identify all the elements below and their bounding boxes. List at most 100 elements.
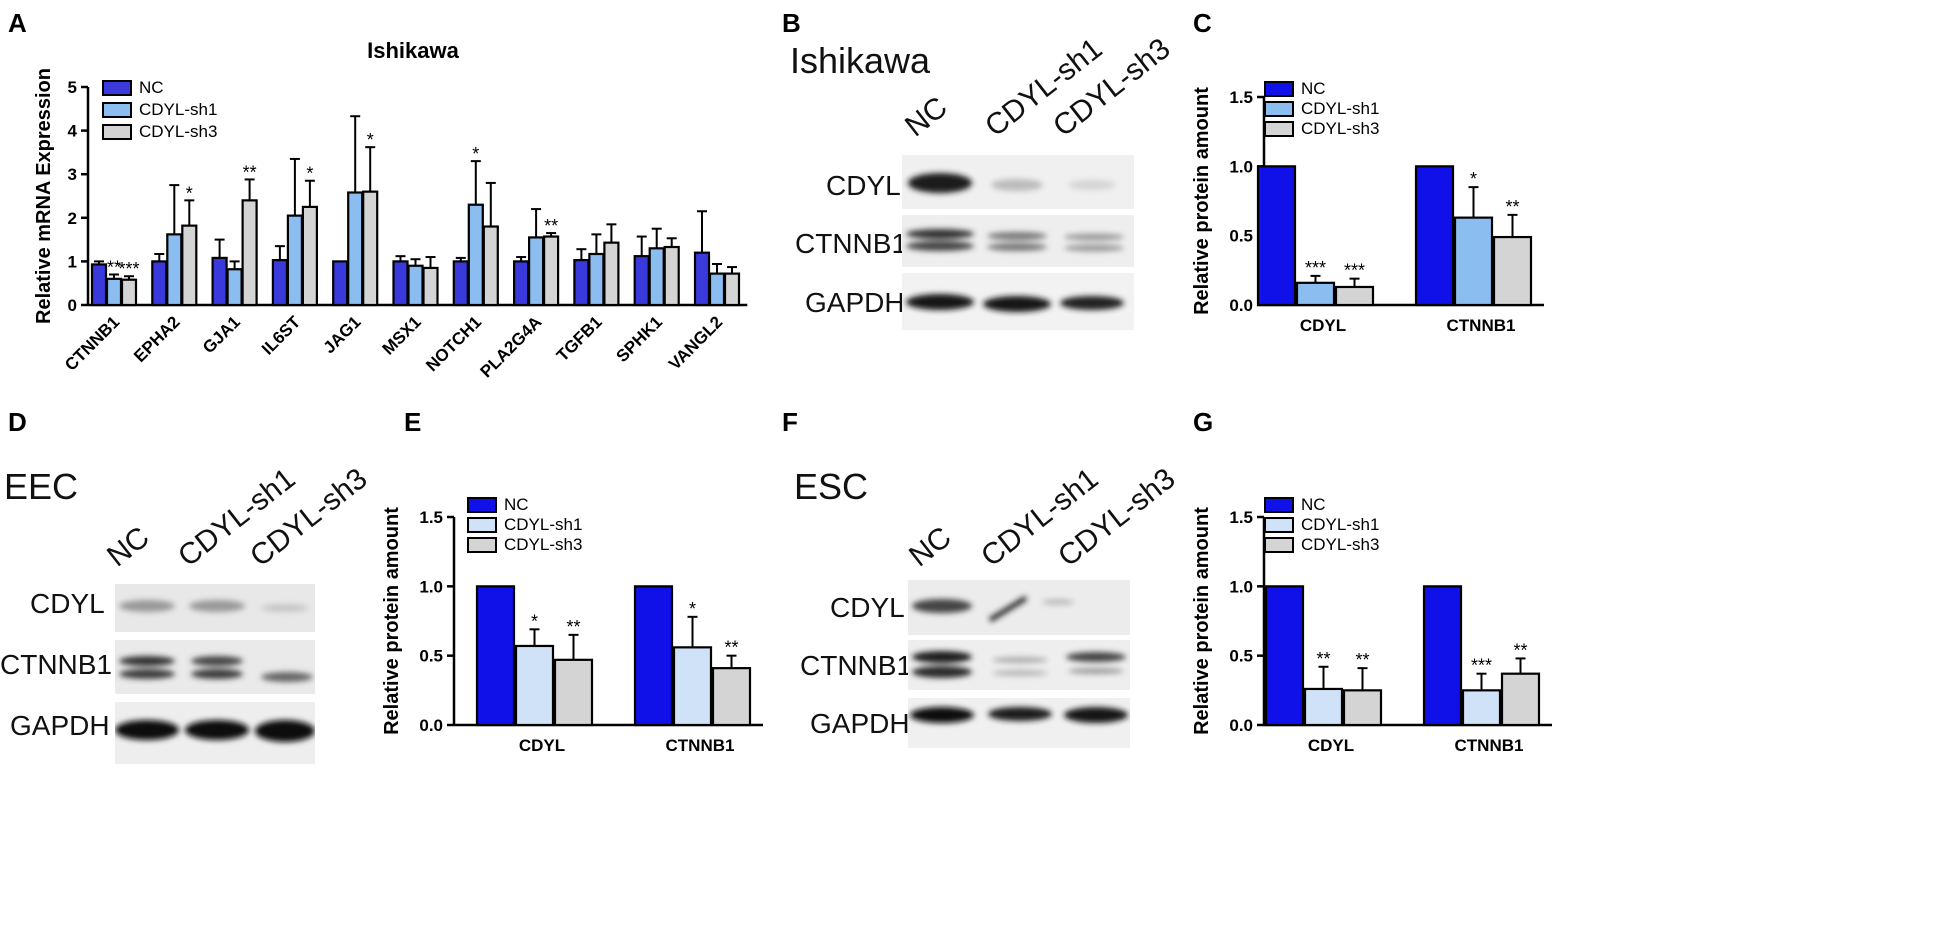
category-label: IL6ST [258, 312, 305, 359]
y-tick-label: 0.5 [1229, 227, 1253, 246]
legend-label: CDYL-sh1 [139, 100, 217, 119]
bar [422, 266, 439, 307]
y-axis-label: Relative protein amount [381, 507, 403, 735]
category-label: CDYL [1300, 316, 1346, 335]
blot-cell-name: EEC [4, 466, 79, 507]
blot-row-label-cdyl: CDYL [830, 592, 905, 623]
legend-label: CDYL-sh1 [504, 515, 582, 534]
significance-mark: * [689, 599, 696, 619]
bar [1500, 672, 1541, 727]
bar [1256, 165, 1297, 307]
panel-letter-c: C [1193, 8, 1212, 38]
legend-swatch [102, 102, 132, 118]
significance-mark: * [306, 164, 313, 184]
category-label: CDYL [519, 736, 565, 755]
legend-swatch [1264, 121, 1294, 137]
bar [1414, 165, 1455, 307]
y-axis-label: Relative protein amount [1191, 87, 1213, 315]
significance-mark: *** [1305, 258, 1326, 278]
significance-mark: ** [107, 257, 121, 277]
y-tick-label: 3 [68, 165, 77, 184]
bar [362, 190, 379, 307]
significance-mark: * [1470, 169, 1477, 189]
legend-swatch [467, 537, 497, 553]
category-label: CTNNB1 [1447, 316, 1516, 335]
significance-mark: ** [1513, 640, 1527, 660]
bar [166, 233, 183, 307]
bar [1422, 585, 1463, 727]
blot-cell-name: ESC [794, 466, 869, 507]
category-label: TGFB1 [553, 312, 606, 365]
legend-swatch [1264, 101, 1294, 117]
legend-label: NC [139, 78, 164, 97]
bar [1461, 689, 1502, 727]
bar [120, 278, 138, 307]
lane-label-nc: NC [903, 520, 958, 574]
bar [1303, 687, 1344, 727]
category-label: EPHA2 [130, 312, 184, 366]
bar [708, 272, 726, 307]
significance-mark: *** [118, 259, 139, 279]
blot-row-label-cdyl: CDYL [826, 170, 901, 201]
blot-row-label-ctnnb1: CTNNB1 [795, 228, 908, 259]
legend-swatch [467, 497, 497, 513]
bar [332, 260, 349, 307]
y-tick-label: 2 [68, 209, 77, 228]
bar [407, 264, 424, 307]
legend-label: CDYL-sh1 [1301, 515, 1379, 534]
legend-swatch [102, 124, 132, 140]
chart-title: Ishikawa [367, 38, 459, 63]
bar [512, 260, 530, 307]
y-axis-label: Relative protein amount [1191, 507, 1213, 735]
bar [211, 256, 228, 307]
y-tick-label: 0.5 [419, 647, 443, 666]
bar [301, 205, 318, 307]
significance-mark: * [472, 144, 479, 164]
significance-mark: ** [724, 638, 738, 658]
bar [527, 236, 545, 307]
blot-row-label-gapdh: GAPDH [805, 287, 905, 318]
bar [711, 667, 752, 727]
bar [151, 260, 168, 307]
panel-letter-d: D [8, 407, 27, 437]
panel-letter-f: F [782, 407, 798, 437]
significance-mark: ** [1355, 650, 1369, 670]
panel-letter-a: A [8, 8, 27, 38]
bar [588, 252, 605, 307]
y-tick-label: 0.5 [1229, 647, 1253, 666]
significance-mark: ** [566, 617, 580, 637]
legend-label: CDYL-sh1 [1301, 99, 1379, 118]
blot-row-label-cdyl: CDYL [30, 588, 105, 619]
lane-label-nc: NC [101, 520, 156, 574]
category-label: MSX1 [379, 312, 425, 358]
blot-row-label-gapdh: GAPDH [10, 710, 110, 741]
y-tick-label: 4 [68, 122, 78, 141]
y-tick-label: 1.5 [419, 508, 443, 527]
category-label: VANGL2 [665, 312, 726, 373]
bar [271, 258, 288, 307]
y-tick-label: 1.5 [1229, 88, 1253, 107]
bar [672, 646, 713, 727]
bar [226, 268, 243, 307]
chart-g-protein-esc: 0.0 0.5 1.0 1.5 Relative protein amount ** ** C… [1191, 495, 1552, 755]
bar [392, 260, 409, 307]
bar [648, 247, 665, 307]
y-tick-label: 1.5 [1229, 508, 1253, 527]
category-label: CTNNB1 [666, 736, 735, 755]
bar [1453, 216, 1494, 307]
y-axis-label: Relative mRNA Expression [33, 68, 55, 324]
lane-label-nc: NC [899, 90, 954, 144]
bar [467, 203, 484, 307]
bar [1342, 689, 1383, 727]
bar [633, 585, 674, 727]
significance-mark: * [531, 611, 538, 631]
legend-swatch [102, 80, 132, 96]
y-tick-label: 0.0 [419, 716, 443, 735]
blot-row-label-ctnnb1: CTNNB1 [0, 649, 113, 680]
category-label: GJA1 [199, 312, 244, 357]
panel-letter-b: B [782, 8, 801, 38]
blot-image-esc [908, 580, 1130, 748]
